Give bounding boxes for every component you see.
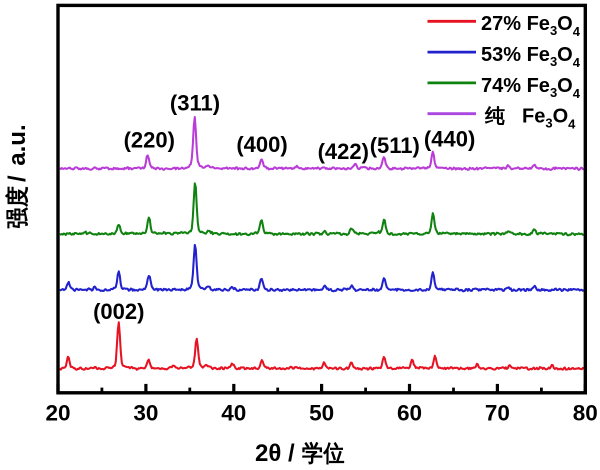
svg-text:(422): (422) [318, 139, 369, 164]
svg-text:(440): (440) [424, 126, 475, 151]
svg-text:74% Fe3O4: 74% Fe3O4 [481, 75, 581, 101]
svg-text:80: 80 [573, 401, 598, 426]
svg-text:2θ /: 2θ / [255, 440, 295, 467]
svg-text:53% Fe3O4: 53% Fe3O4 [481, 44, 581, 70]
svg-text:70: 70 [485, 401, 510, 426]
svg-text:(400): (400) [236, 132, 287, 157]
svg-text:50: 50 [309, 401, 334, 426]
svg-text:(311): (311) [170, 91, 220, 116]
svg-text:Fe3O4: Fe3O4 [522, 106, 576, 132]
svg-text:20: 20 [45, 401, 70, 426]
svg-text:(002): (002) [93, 299, 144, 324]
svg-text:(511): (511) [370, 133, 420, 158]
svg-text:a.u.: a.u. [4, 124, 31, 165]
svg-text:40: 40 [221, 401, 246, 426]
svg-text:30: 30 [133, 401, 158, 426]
svg-text:60: 60 [397, 401, 422, 426]
svg-text:(220): (220) [124, 128, 175, 153]
svg-text:/: / [4, 175, 31, 182]
svg-text:27% Fe3O4: 27% Fe3O4 [481, 13, 581, 39]
